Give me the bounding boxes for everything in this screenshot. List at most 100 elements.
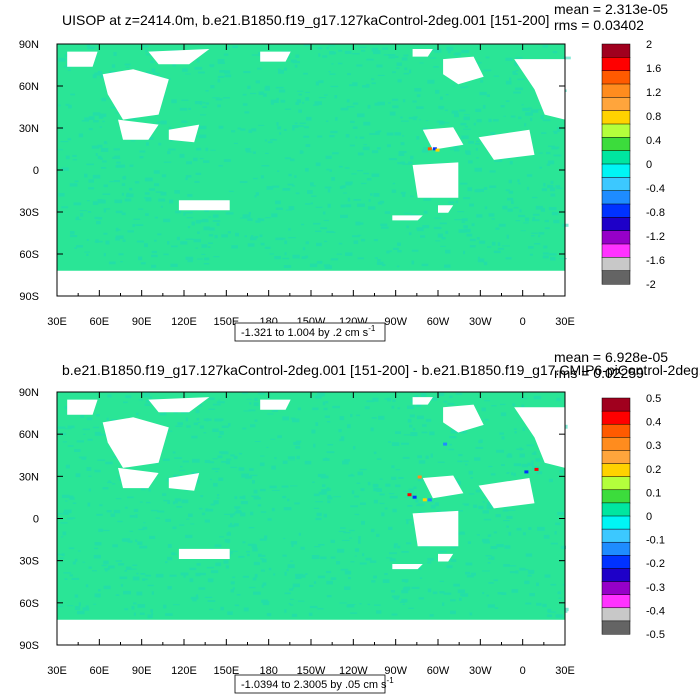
texture-cell [298, 600, 305, 602]
texture-cell [332, 405, 340, 409]
texture-cell [264, 86, 270, 91]
texture-cell [407, 418, 412, 423]
texture-cell [370, 528, 375, 533]
texture-cell [88, 475, 92, 477]
texture-cell [91, 145, 99, 149]
texture-cell [79, 210, 88, 212]
x-tick-label: 60E [90, 665, 110, 677]
texture-cell [473, 122, 476, 126]
texture-cell [346, 604, 355, 608]
texture-cell [451, 110, 459, 114]
texture-cell [466, 575, 474, 578]
texture-cell [511, 472, 514, 476]
texture-cell [96, 220, 101, 225]
texture-cell [134, 181, 140, 184]
texture-cell [509, 571, 518, 574]
texture-cell [83, 433, 86, 435]
texture-cell [423, 210, 428, 214]
texture-cell [502, 509, 509, 512]
texture-cell [62, 531, 67, 536]
texture-cell [242, 214, 251, 218]
texture-cell [417, 478, 423, 482]
texture-cell [312, 556, 317, 560]
texture-cell [371, 173, 380, 177]
texture-cell [389, 495, 398, 499]
texture-cell [133, 612, 136, 616]
texture-cell [255, 80, 260, 84]
texture-cell [452, 478, 459, 480]
texture-cell [139, 612, 145, 615]
texture-cell [445, 230, 449, 234]
texture-cell [227, 611, 233, 615]
texture-cell [513, 463, 522, 467]
texture-cell [236, 594, 241, 596]
texture-cell [528, 107, 533, 109]
texture-cell [309, 263, 318, 268]
texture-cell [402, 603, 405, 605]
texture-cell [163, 218, 171, 223]
texture-cell [365, 83, 370, 88]
texture-cell [474, 167, 482, 172]
texture-cell [458, 454, 463, 457]
texture-cell [180, 572, 189, 576]
texture-cell [242, 575, 249, 578]
texture-cell [278, 89, 286, 93]
texture-cell [518, 116, 522, 120]
texture-cell [213, 500, 219, 505]
texture-cell [215, 562, 222, 567]
texture-cell [430, 453, 433, 458]
texture-cell [347, 253, 350, 256]
texture-cell [174, 457, 182, 459]
texture-cell [313, 507, 320, 509]
land-polygon [392, 215, 423, 221]
texture-cell [146, 142, 149, 146]
texture-cell [61, 167, 69, 171]
texture-cell [439, 108, 444, 110]
x-tick-label: 90W [384, 316, 407, 328]
colorbar-swatch [601, 270, 631, 285]
texture-cell [325, 155, 332, 159]
texture-cell [224, 513, 232, 515]
texture-cell [464, 228, 471, 233]
texture-cell [81, 120, 89, 122]
texture-cell [120, 261, 123, 263]
texture-cell [120, 584, 124, 587]
texture-cell [104, 141, 107, 143]
texture-cell [109, 180, 114, 183]
texture-cell [171, 99, 177, 104]
texture-cell [248, 527, 255, 529]
texture-cell [78, 602, 81, 606]
texture-cell [162, 458, 170, 461]
texture-cell [58, 149, 63, 151]
land-polygon [514, 59, 565, 120]
texture-cell [517, 179, 520, 183]
texture-cell [167, 241, 170, 245]
colorbar-label: -1.6 [646, 255, 665, 267]
texture-cell [320, 227, 327, 230]
texture-cell [131, 605, 135, 610]
texture-cell [298, 93, 302, 96]
texture-cell [248, 212, 251, 215]
texture-cell [519, 453, 525, 458]
texture-cell [517, 78, 525, 81]
texture-cell [483, 187, 488, 190]
texture-cell [368, 206, 376, 210]
texture-cell [326, 230, 334, 233]
texture-cell [180, 241, 188, 245]
texture-cell [556, 187, 563, 190]
texture-cell [242, 103, 248, 106]
texture-cell [438, 550, 447, 553]
texture-cell [503, 520, 510, 522]
texture-cell [82, 428, 90, 431]
texture-cell [77, 550, 81, 552]
texture-cell [218, 435, 222, 438]
texture-cell [254, 397, 258, 401]
texture-cell [277, 435, 282, 439]
texture-cell [208, 246, 211, 248]
texture-cell [364, 406, 370, 410]
texture-cell [114, 199, 123, 204]
texture-cell [260, 455, 265, 457]
texture-cell [214, 418, 223, 422]
texture-cell [234, 506, 241, 509]
texture-cell [325, 401, 329, 404]
